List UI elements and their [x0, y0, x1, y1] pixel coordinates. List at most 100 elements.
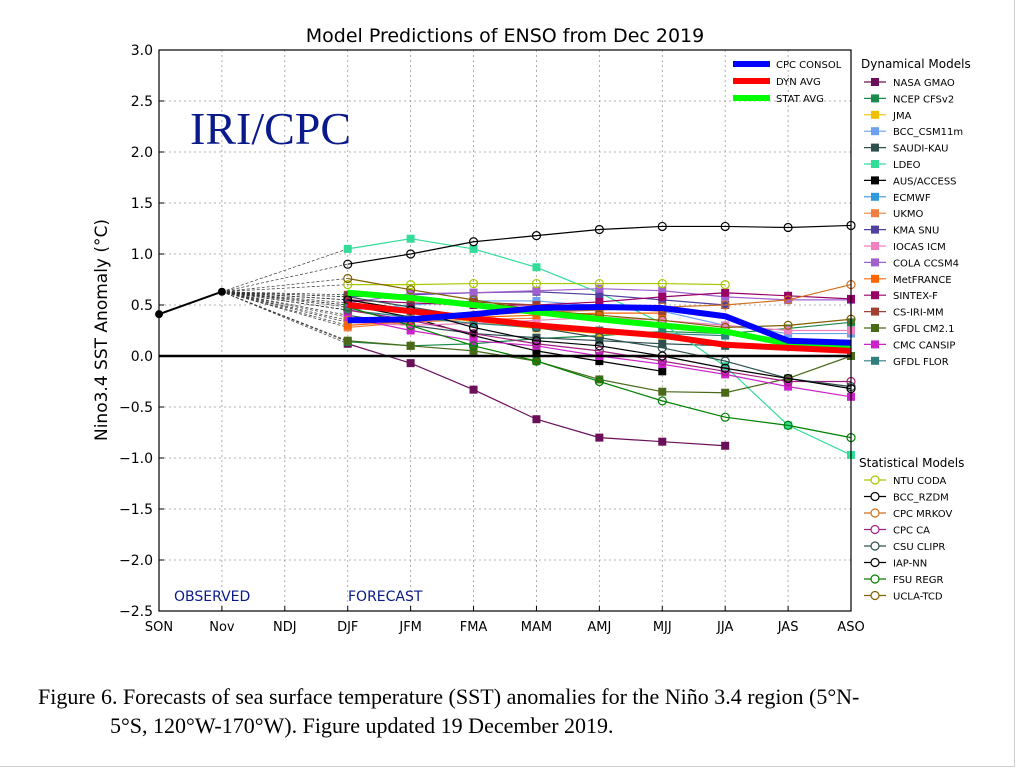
- legend-label: CSU CLIPR: [893, 542, 945, 553]
- x-tick-label: NDJ: [273, 620, 297, 635]
- legend-label: CPC MRKOV: [893, 509, 952, 520]
- legend-marker: [871, 258, 879, 267]
- model-marker: [406, 285, 416, 295]
- legend-label: GFDL FLOR: [893, 357, 949, 368]
- model-marker: [469, 297, 478, 306]
- plume-connector: [221, 263, 348, 293]
- legend-label: LDEO: [893, 160, 921, 171]
- x-tick-label: Nov: [209, 620, 235, 635]
- y-tick-label: −2.5: [119, 604, 153, 620]
- plume-connector: [221, 291, 348, 342]
- model-marker: [658, 367, 667, 376]
- x-tick-label: JFM: [398, 620, 422, 635]
- model-marker: [594, 341, 604, 351]
- legend-marker: [870, 574, 880, 584]
- legend-label: UCLA-TCD: [893, 592, 943, 603]
- chart-title: Model Predictions of ENSO from Dec 2019: [306, 25, 704, 47]
- model-marker: [658, 437, 667, 446]
- model-marker: [532, 346, 541, 355]
- legend-label: SINTEX-F: [893, 291, 938, 302]
- model-marker: [468, 278, 479, 289]
- legend-marker: [871, 324, 879, 332]
- enso-chart: SON Nov NDJ DJF JFM FMA MAM AMJ MJJ JJA JAS ASO 3.0 2…: [92, 25, 971, 635]
- y-tick-label: 0.0: [131, 349, 153, 365]
- legend-marker: [871, 291, 879, 300]
- legend-marker: [871, 340, 879, 349]
- x-tick-label: SON: [145, 620, 173, 635]
- legend-label: BCC_RZDM: [893, 493, 949, 504]
- plume-connector: [221, 291, 348, 301]
- legend-marker: [871, 192, 879, 201]
- average-line: [347, 302, 852, 354]
- model-line: [347, 296, 852, 388]
- y-tick-label: 2.5: [131, 94, 153, 110]
- average-line: [347, 289, 852, 351]
- model-marker: [469, 288, 478, 297]
- figure-caption: Figure 6. Forecasts of sea surface tempe…: [38, 682, 998, 740]
- plume-connector: [221, 291, 348, 326]
- caption-line-1: Figure 6. Forecasts of sea surface tempe…: [38, 684, 860, 709]
- legend-label: AUS/ACCESS: [893, 176, 957, 187]
- model-marker: [721, 331, 730, 340]
- model-marker: [343, 321, 352, 330]
- model-marker: [721, 388, 730, 397]
- model-marker: [595, 284, 604, 293]
- observed-line: [158, 290, 223, 316]
- model-marker: [532, 263, 541, 272]
- model-marker: [721, 321, 730, 330]
- legend-label: NTU CODA: [893, 476, 946, 487]
- legend-label: KMA SNU: [893, 226, 939, 237]
- legend-label: IOCAS ICM: [893, 242, 946, 253]
- model-marker: [784, 326, 793, 335]
- model-line: [347, 224, 852, 265]
- legend-marker: [871, 307, 879, 316]
- legend-marker: [871, 160, 879, 168]
- axes: SON Nov NDJ DJF JFM FMA MAM AMJ MJJ JJA JAS ASO 3.0 2…: [119, 43, 865, 635]
- model-marker: [594, 278, 604, 289]
- model-marker: [532, 341, 541, 350]
- legend-label: UKMO: [893, 209, 924, 220]
- model-marker: [595, 336, 604, 345]
- plume-connector: [221, 291, 348, 298]
- plume-connector: [221, 291, 348, 328]
- legend-marker: [870, 557, 880, 568]
- model-line: [347, 282, 726, 286]
- model-marker: [784, 382, 793, 391]
- model-marker: [783, 373, 793, 384]
- legend-label: FSU REGR: [893, 575, 943, 586]
- model-marker: [595, 290, 604, 299]
- model-marker: [720, 363, 730, 373]
- x-tick-label: MAM: [521, 620, 552, 635]
- model-marker: [532, 316, 541, 325]
- x-tick-label: JAS: [777, 620, 799, 635]
- legend-marker: [871, 274, 879, 283]
- model-marker: [469, 244, 478, 253]
- model-marker: [721, 288, 730, 297]
- legend-label: BCC_CSM11m: [893, 127, 963, 138]
- legend-marker: [871, 127, 879, 136]
- model-marker: [468, 322, 479, 333]
- plume-connector: [221, 278, 348, 293]
- forecast-label: FORECAST: [348, 589, 423, 605]
- legend-label: CPC CA: [893, 526, 930, 537]
- model-marker: [658, 292, 667, 301]
- model-marker: [469, 346, 478, 355]
- model-marker: [658, 286, 667, 295]
- plume-connector: [221, 291, 348, 321]
- model-marker: [595, 309, 604, 318]
- model-marker: [595, 433, 604, 442]
- legend-label: GFDL CM2.1: [893, 324, 954, 335]
- model-marker: [343, 295, 353, 305]
- model-plumes: [221, 248, 348, 345]
- model-marker: [720, 280, 730, 290]
- plume-connector: [221, 248, 348, 293]
- y-tick-label: 0.5: [131, 298, 153, 314]
- legend-marker: [871, 176, 879, 185]
- model-marker: [594, 224, 604, 235]
- legend-marker: [871, 94, 879, 103]
- model-marker: [531, 278, 542, 289]
- model-marker: [406, 249, 416, 259]
- legend-label: NCEP CFSv2: [893, 94, 954, 105]
- model-marker: [469, 336, 478, 345]
